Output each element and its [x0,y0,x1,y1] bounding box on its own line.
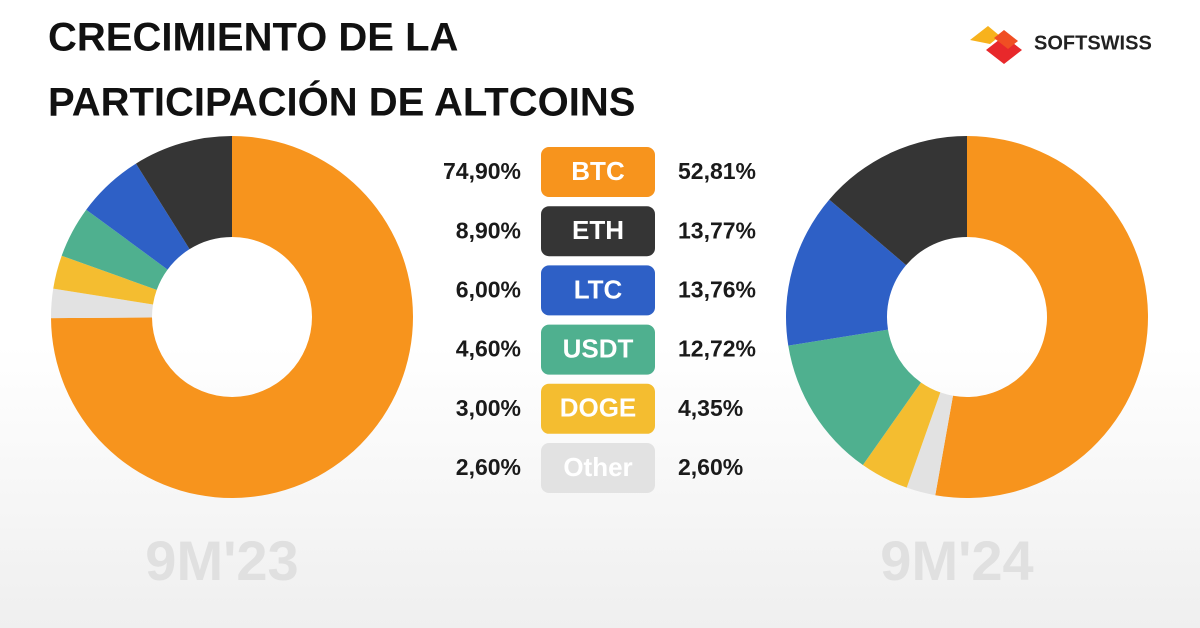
donut-slice [51,136,414,499]
category-badge [541,147,655,197]
category-badge [541,206,655,257]
donut-slice [86,163,190,270]
value-label: 8,90% [456,217,521,243]
logo-text: SOFTSWISS [1034,32,1152,54]
value-label: 13,76% [678,276,756,302]
period-label: 9M'23 [145,529,298,592]
period-label: 9M'24 [880,529,1033,592]
value-label: 6,00% [456,276,521,302]
donut-slice [53,255,157,305]
category-badge [541,383,655,434]
logo-icon [970,26,1022,64]
title-line: PARTICIPACIÓN DE ALTCOINS [48,79,635,125]
value-label: 52,81% [678,158,756,184]
donut-slice [906,392,953,496]
value-label: 74,90% [443,158,521,184]
value-label: 2,60% [456,454,521,480]
donut-slice [786,199,907,346]
category-label: USDT [563,333,634,363]
donut-slice [51,288,153,319]
category-label: Other [563,452,632,482]
value-label: 4,60% [456,336,521,362]
value-label: 12,72% [678,336,756,362]
donut-slice [61,209,168,290]
value-label: 4,35% [678,395,743,421]
value-label: 2,60% [678,454,743,480]
category-badge [541,443,655,493]
category-label: BTC [571,156,625,186]
donut-slice [829,136,967,266]
donut-slice [862,382,941,488]
category-label: LTC [574,274,623,304]
category-badge [541,265,655,316]
donut-slice [788,329,921,466]
category-label: DOGE [560,393,637,423]
category-label: ETH [572,215,624,245]
value-label: 13,77% [678,217,756,243]
donut-slice [935,136,1148,498]
donut-slice [135,136,232,250]
category-badge [541,324,655,375]
title-line: CRECIMIENTO DE LA [48,16,458,60]
value-label: 3,00% [456,395,521,421]
